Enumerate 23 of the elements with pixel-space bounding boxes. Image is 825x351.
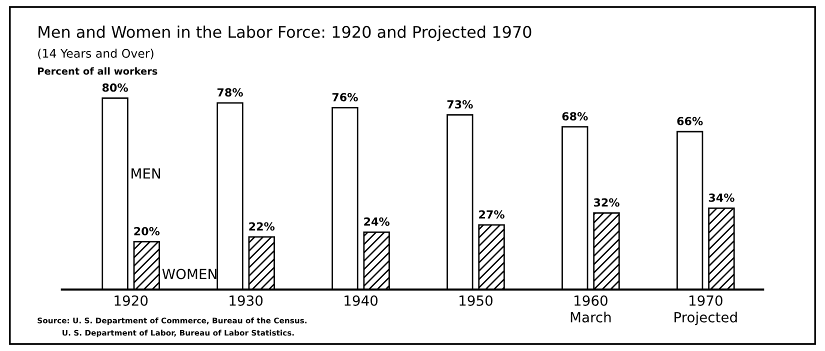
x-tick-label: 1970 Projected bbox=[674, 295, 737, 326]
data-label: 27% bbox=[479, 210, 504, 219]
x-tick-label: 1950 bbox=[460, 295, 492, 306]
data-label: 24% bbox=[364, 217, 390, 226]
x-tick-label: 1920 bbox=[114, 295, 148, 306]
data-label: 78% bbox=[217, 88, 243, 97]
data-label: 76% bbox=[332, 92, 358, 102]
data-label: 34% bbox=[708, 193, 734, 202]
data-label: 22% bbox=[249, 222, 275, 231]
data-label: 66% bbox=[677, 116, 703, 126]
chart-title: Men and Women in the Labor Force: 1920 and Projected 1970 bbox=[38, 26, 532, 42]
data-label: 73% bbox=[447, 100, 473, 109]
series-label: WOMEN bbox=[162, 268, 216, 280]
chart-subtitle: (14 Years and Over) bbox=[38, 48, 154, 60]
data-label: 20% bbox=[134, 226, 160, 236]
x-tick-label: 1940 bbox=[344, 295, 378, 306]
x-tick-label: 1960 March bbox=[570, 295, 611, 322]
data-label: 32% bbox=[594, 198, 620, 207]
x-tick-label: 1930 bbox=[230, 295, 263, 306]
y-axis-title: Percent of all workers bbox=[38, 67, 158, 75]
series-label: MEN bbox=[132, 168, 160, 179]
data-label: 80% bbox=[102, 83, 128, 92]
data-label: 68% bbox=[562, 112, 588, 121]
